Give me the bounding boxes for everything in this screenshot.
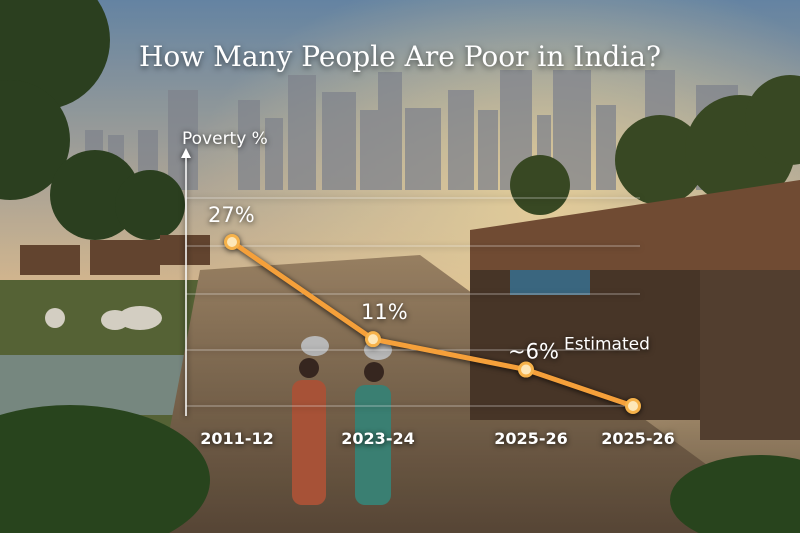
y-axis-arrow <box>181 148 191 158</box>
data-point-marker <box>365 331 381 348</box>
data-label: 11% <box>361 300 408 324</box>
cattle <box>45 306 162 330</box>
y-axis-label: Poverty % <box>182 129 268 149</box>
data-labels: 27% 11% ~6% <box>208 203 559 364</box>
trees-right <box>510 75 800 215</box>
chart-title: How Many People Are Poor in India? <box>139 40 661 73</box>
x-tick-label: 2011-12 <box>200 429 273 448</box>
x-tick-label: 2025-26 <box>601 429 674 448</box>
x-tick-label: 2025-26 <box>494 429 567 448</box>
x-tick-labels: 2011-12 2023-24 2025-26 2025-26 <box>200 429 674 448</box>
data-point-marker <box>224 234 240 250</box>
huts-left <box>20 235 210 275</box>
x-tick-label: 2023-24 <box>341 429 414 448</box>
data-label: 27% <box>208 203 255 227</box>
markers <box>224 234 641 414</box>
foreground-foliage <box>0 405 800 533</box>
trees-left <box>0 0 185 240</box>
series-line <box>229 239 636 409</box>
data-label: ~6% <box>508 340 559 364</box>
data-point-marker <box>625 398 641 414</box>
market-buildings <box>470 180 800 440</box>
gridlines <box>186 197 640 407</box>
data-point-marker <box>518 361 534 378</box>
estimated-annotation: Estimated <box>564 335 650 355</box>
